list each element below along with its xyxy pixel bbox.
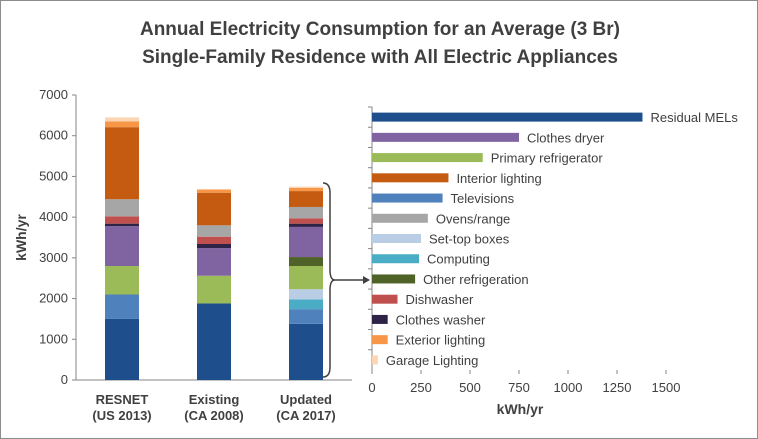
chart-title-line1: Annual Electricity Consumption for an Av…: [139, 19, 620, 40]
horizontal-bar: [372, 213, 428, 223]
stacked-bar-segment-washer: [289, 223, 323, 227]
stacked-bar-segment-exterior: [289, 187, 323, 192]
horizontal-bar-label: Residual MELs: [650, 110, 738, 125]
horizontal-bar: [372, 314, 388, 324]
horizontal-bar: [372, 254, 420, 264]
horizontal-bar: [372, 132, 519, 142]
horizontal-bar-label: Primary refrigerator: [491, 151, 604, 166]
horizontal-bar-label: Other refrigeration: [423, 272, 529, 287]
stacked-bar-segment-dryer: [105, 226, 139, 266]
stacked-bar-segment-tv: [105, 294, 139, 319]
horizontal-bar-label: Ovens/range: [436, 211, 510, 226]
horizontal-bar-label: Garage Lighting: [386, 353, 479, 368]
stacked-bar-segment-fridge: [289, 266, 323, 290]
stacked-bar-segment-exterior: [197, 189, 231, 193]
stacked-bar-segment-otherfridge: [289, 257, 323, 266]
horizontal-bar: [372, 335, 388, 345]
stacked-bar-segment-exterior: [105, 121, 139, 128]
horizontal-bar-label: Set-top boxes: [429, 232, 510, 247]
stacked-bar-segment-fridge: [197, 275, 231, 304]
stacked-bar-segment-oven: [197, 225, 231, 237]
stacked-category-sublabel: (CA 2017): [276, 408, 335, 423]
stacked-bar-segment-washer: [105, 223, 139, 227]
horizontal-x-tick-label: 250: [410, 380, 432, 395]
horizontal-bar-label: Dishwasher: [405, 292, 474, 307]
stacked-bar-segment-oven: [105, 199, 139, 217]
stacked-y-tick-label: 5000: [39, 168, 68, 183]
stacked-category-sublabel: (US 2013): [92, 408, 151, 423]
horizontal-bar: [372, 294, 398, 304]
horizontal-x-tick-label: 750: [508, 380, 530, 395]
stacked-y-tick-label: 6000: [39, 128, 68, 143]
stacked-bar-segment-fridge: [105, 266, 139, 295]
stacked-bar-segment-computing: [289, 299, 323, 310]
stacked-y-tick-label: 7000: [39, 87, 68, 102]
stacked-bar-segment-lighting: [289, 191, 323, 207]
stacked-bar-segment-residual: [105, 318, 139, 380]
horizontal-bar: [372, 274, 416, 284]
stacked-y-tick-label: 3000: [39, 250, 68, 265]
horizontal-x-tick-label: 500: [459, 380, 481, 395]
horizontal-bar-label: Exterior lighting: [396, 333, 486, 348]
horizontal-bar: [372, 355, 378, 365]
horizontal-bar: [372, 193, 443, 203]
stacked-category-sublabel: (CA 2008): [184, 408, 243, 423]
horizontal-x-tick-label: 1500: [652, 380, 681, 395]
horizontal-x-tick-label: 1250: [603, 380, 632, 395]
stacked-bar-segment-dryer: [289, 226, 323, 258]
stacked-bar-segment-dryer: [197, 248, 231, 276]
stacked-bar-segment-settop: [289, 289, 323, 300]
horizontal-bar: [372, 234, 421, 243]
stacked-y-tick-label: 4000: [39, 209, 68, 224]
horizontal-bar-label: Interior lighting: [456, 171, 541, 186]
stacked-bar-segment-oven: [289, 206, 323, 219]
stacked-category-label: RESNET: [96, 392, 149, 407]
stacked-bar-segment-dishwasher: [197, 236, 231, 245]
stacked-bar-segment-lighting: [197, 192, 231, 226]
stacked-y-tick-label: 0: [61, 372, 68, 387]
stacked-bar-segment-lighting: [105, 127, 139, 200]
stacked-y-axis-title: kWh/yr: [13, 214, 29, 261]
horizontal-bar: [372, 153, 483, 163]
stacked-bar-segment-dishwasher: [105, 216, 139, 224]
connector-arrow-head: [363, 276, 370, 284]
stacked-category-label: Existing: [189, 392, 240, 407]
stacked-y-tick-label: 1000: [39, 331, 68, 346]
horizontal-x-tick-label: 0: [368, 380, 375, 395]
stacked-bar-segment-residual: [197, 303, 231, 380]
horizontal-x-axis-title: kWh/yr: [497, 401, 544, 417]
stacked-category-label: Updated: [280, 392, 332, 407]
horizontal-bar-label: Televisions: [451, 191, 515, 206]
horizontal-bar: [372, 173, 449, 183]
stacked-bar-segment-dishwasher: [289, 218, 323, 224]
horizontal-bar-label: Computing: [427, 252, 490, 267]
horizontal-bar-label: Clothes dryer: [527, 130, 605, 145]
connector-brace: [322, 182, 336, 378]
horizontal-x-tick-label: 1000: [554, 380, 583, 395]
stacked-bar-segment-residual: [289, 323, 323, 380]
stacked-bar-segment-tv: [289, 309, 323, 324]
horizontal-bar-label: Clothes washer: [396, 312, 486, 327]
horizontal-bar: [372, 112, 643, 122]
stacked-y-tick-label: 2000: [39, 291, 68, 306]
stacked-bar-segment-garage: [105, 117, 139, 122]
chart-title-line2: Single-Family Residence with All Electri…: [142, 47, 618, 68]
stacked-bar-segment-garage: [289, 186, 323, 188]
stacked-bar-segment-washer: [197, 244, 231, 249]
